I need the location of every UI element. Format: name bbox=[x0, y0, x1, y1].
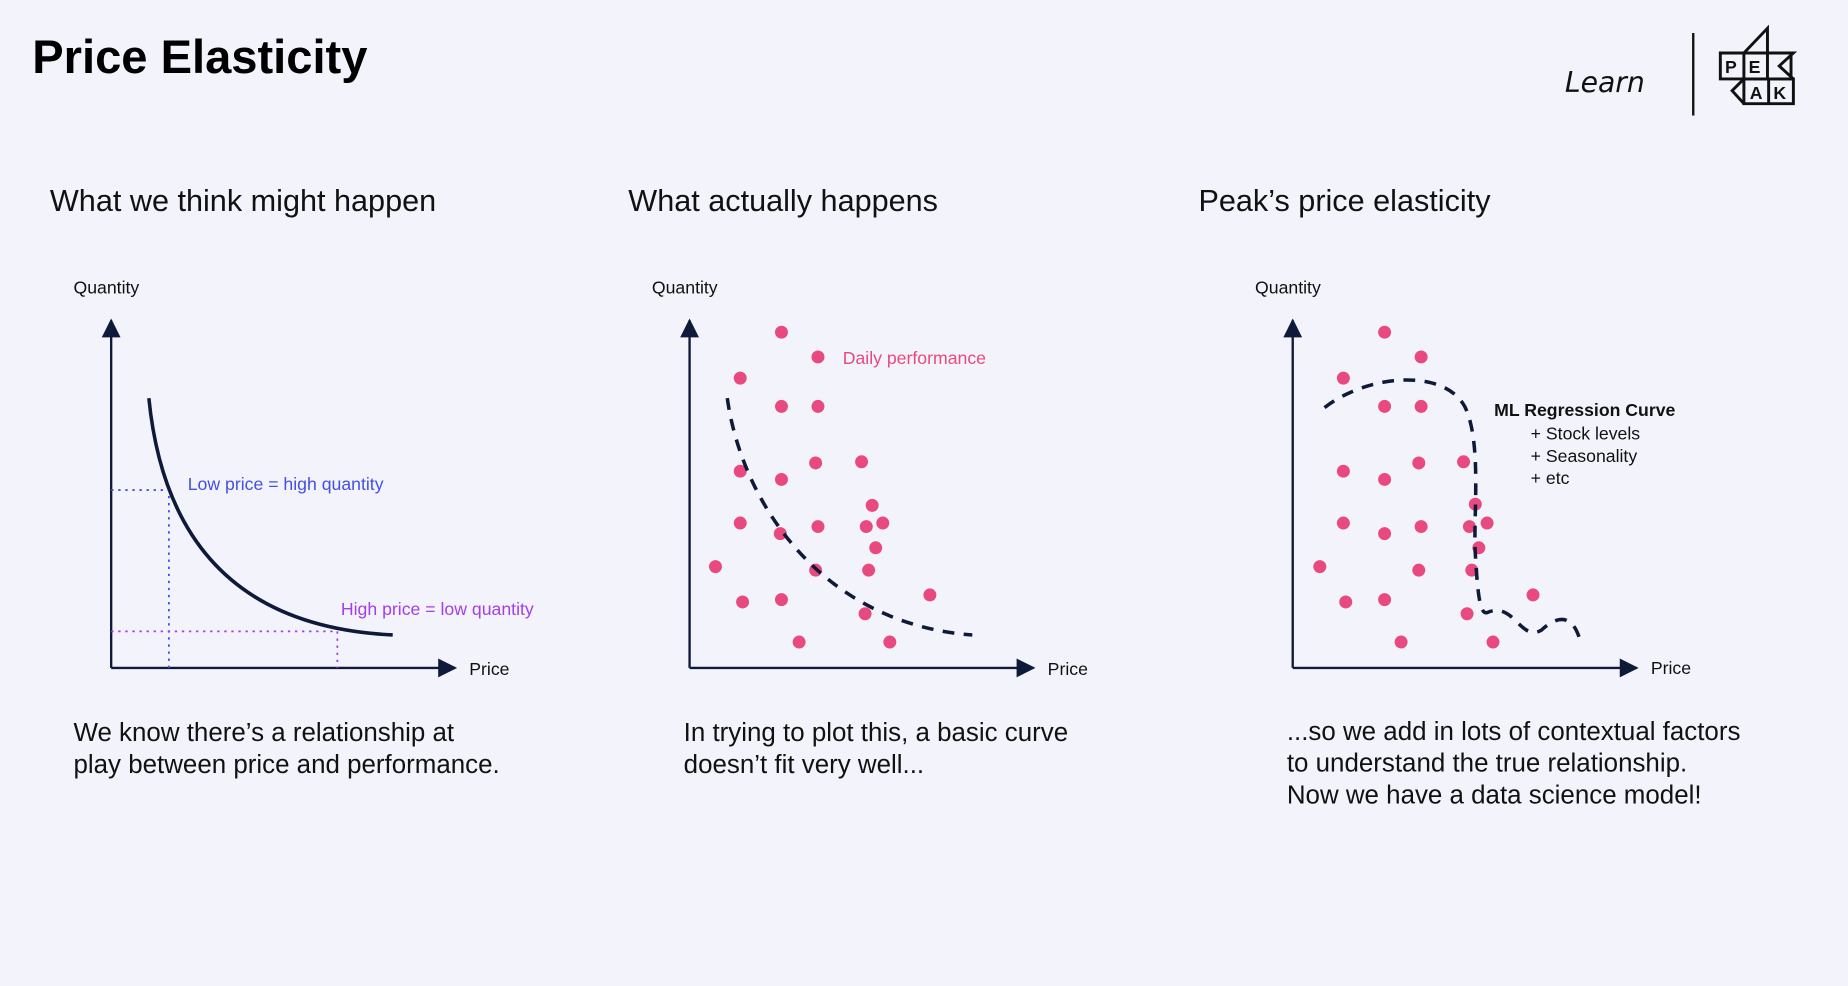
data-point bbox=[1336, 464, 1350, 478]
data-point bbox=[709, 560, 722, 574]
svg-text:K: K bbox=[1773, 83, 1786, 103]
data-point bbox=[774, 325, 788, 339]
data-point bbox=[855, 455, 869, 469]
demand-curve bbox=[147, 397, 393, 637]
panel-heading: What actually happens bbox=[628, 184, 938, 218]
high-price-note: High price = low quantity bbox=[341, 599, 534, 619]
factor-item: + Stock levels bbox=[1531, 423, 1641, 443]
data-point bbox=[858, 607, 872, 621]
data-point bbox=[809, 456, 823, 470]
data-point bbox=[862, 563, 876, 577]
legend-label: Daily performance bbox=[843, 348, 986, 368]
scatter-points bbox=[709, 325, 937, 649]
ml-regression-curve bbox=[1323, 378, 1584, 646]
data-point bbox=[811, 399, 825, 413]
caption-line: ...so we add in lots of contextual facto… bbox=[1287, 718, 1741, 746]
data-point bbox=[773, 527, 787, 541]
x-axis-label: Price bbox=[1048, 659, 1088, 679]
data-point bbox=[1394, 635, 1408, 649]
x-axis-label: Price bbox=[469, 659, 509, 679]
data-point bbox=[1486, 635, 1500, 649]
caption-line: We know there’s a relationship at bbox=[73, 719, 454, 747]
y-axis-label: Quantity bbox=[652, 277, 718, 297]
caption-line: play between price and performance. bbox=[73, 751, 499, 779]
data-point bbox=[1378, 593, 1392, 607]
caption-line: Now we have a data science model! bbox=[1287, 781, 1702, 809]
data-point bbox=[1480, 516, 1494, 530]
y-axis-label: Quantity bbox=[73, 277, 139, 297]
learn-label: Learn bbox=[1565, 66, 1645, 99]
data-point bbox=[876, 516, 890, 530]
data-point bbox=[1457, 455, 1471, 469]
data-point bbox=[774, 472, 788, 486]
panel-peak-model: Peak’s price elasticity Quantity Price M… bbox=[1198, 184, 1740, 810]
y-axis-label: Quantity bbox=[1255, 277, 1321, 297]
data-point bbox=[1339, 595, 1353, 609]
data-point bbox=[1378, 472, 1392, 486]
panel-heading: What we think might happen bbox=[50, 184, 436, 218]
data-point bbox=[1378, 325, 1392, 339]
caption-line: doesn’t fit very well... bbox=[684, 751, 924, 779]
data-point bbox=[1414, 520, 1428, 534]
basic-fit-curve bbox=[725, 397, 973, 637]
data-point bbox=[1336, 516, 1350, 530]
data-point bbox=[792, 635, 806, 649]
data-point bbox=[1526, 588, 1540, 602]
svg-text:E: E bbox=[1749, 57, 1761, 77]
data-point bbox=[1460, 607, 1474, 621]
data-point bbox=[733, 464, 747, 478]
panel-actual: What actually happens Quantity Price Dai… bbox=[628, 184, 1088, 779]
caption-line: to understand the true relationship. bbox=[1287, 750, 1687, 778]
low-price-guide bbox=[111, 489, 170, 668]
data-point bbox=[869, 541, 883, 555]
data-point bbox=[923, 588, 937, 602]
data-point bbox=[859, 520, 873, 534]
data-point bbox=[1414, 350, 1428, 364]
svg-text:P: P bbox=[1725, 57, 1737, 77]
data-point bbox=[1412, 563, 1426, 577]
factor-item: + etc bbox=[1531, 468, 1570, 488]
model-title: ML Regression Curve bbox=[1494, 400, 1675, 420]
scatter-points bbox=[1313, 325, 1540, 649]
data-point bbox=[736, 595, 750, 609]
data-point bbox=[1412, 456, 1426, 470]
caption-line: In trying to plot this, a basic curve bbox=[684, 719, 1068, 747]
data-point bbox=[1414, 399, 1428, 413]
factor-item: + Seasonality bbox=[1531, 446, 1638, 466]
data-point bbox=[1378, 527, 1392, 541]
data-point bbox=[774, 593, 788, 607]
data-point bbox=[1462, 520, 1476, 534]
data-point bbox=[774, 399, 788, 413]
data-point bbox=[1378, 399, 1392, 413]
data-point bbox=[1336, 371, 1350, 385]
legend-dot bbox=[811, 350, 825, 364]
panel-expected: What we think might happen Quantity Pric… bbox=[50, 184, 534, 779]
data-point bbox=[883, 635, 897, 649]
svg-text:A: A bbox=[1750, 83, 1763, 103]
data-point bbox=[865, 498, 879, 512]
panel-heading: Peak’s price elasticity bbox=[1198, 184, 1491, 218]
low-price-note: Low price = high quantity bbox=[188, 474, 384, 494]
peak-logo: P EA K bbox=[1718, 24, 1798, 106]
page-title: Price Elasticity bbox=[32, 30, 367, 83]
data-point bbox=[733, 371, 747, 385]
data-point bbox=[811, 520, 825, 534]
data-point bbox=[1468, 497, 1482, 511]
data-point bbox=[733, 516, 747, 530]
high-price-guide bbox=[111, 630, 339, 668]
x-axis-label: Price bbox=[1651, 658, 1691, 678]
data-point bbox=[1313, 560, 1327, 574]
